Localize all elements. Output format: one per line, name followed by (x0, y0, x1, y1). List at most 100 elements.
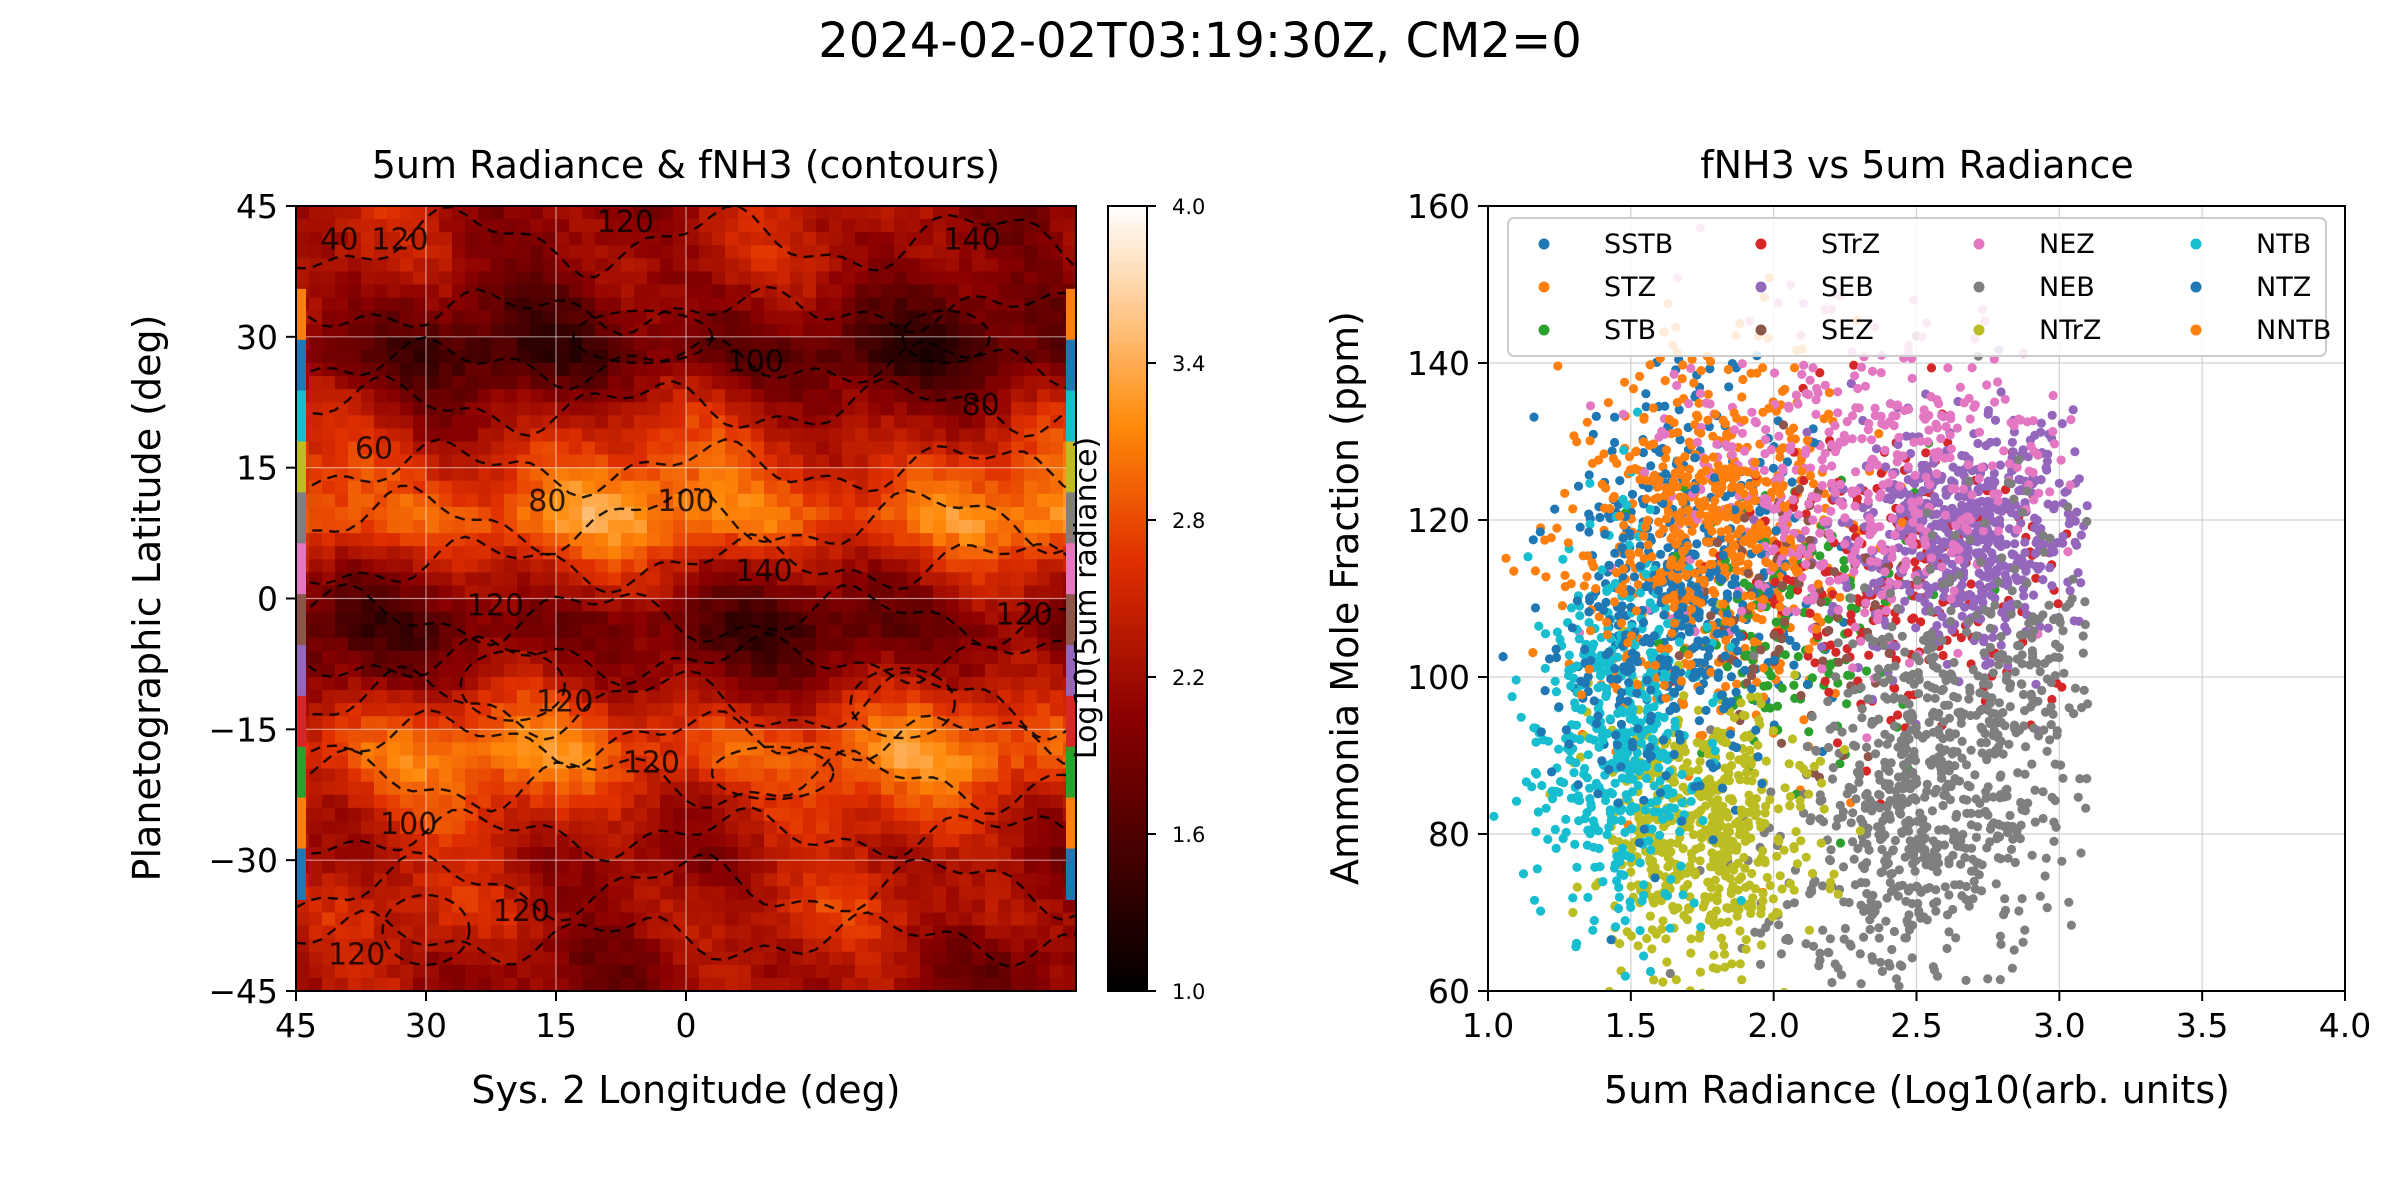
heat-cell (621, 624, 635, 639)
heat-cell (764, 310, 778, 325)
heat-cell (582, 258, 596, 273)
heat-cell (491, 232, 505, 246)
heat-cell (634, 271, 648, 286)
heat-cell (998, 938, 1012, 953)
heat-cell (855, 690, 869, 704)
heat-cell (491, 323, 505, 338)
heat-cell (673, 363, 687, 377)
heat-cell (634, 886, 648, 901)
heat-cell (946, 467, 960, 482)
heat-cell (751, 768, 765, 783)
heat-cell (400, 493, 414, 508)
heat-cell (387, 546, 401, 560)
heat-cell (842, 415, 856, 430)
heat-cell (621, 402, 635, 416)
heat-cell (452, 834, 466, 848)
heat-cell (816, 520, 830, 534)
heat-cell (712, 480, 726, 495)
heat-cell (907, 873, 921, 887)
heat-cell (946, 873, 960, 887)
heat-cell (335, 912, 349, 927)
heat-cell (855, 572, 869, 587)
heat-cell (907, 297, 921, 312)
heat-cell (400, 402, 414, 416)
heat-cell (296, 206, 310, 220)
heat-cell (673, 271, 687, 286)
heat-cell (842, 598, 856, 613)
heat-cell (322, 820, 336, 835)
heat-cell (699, 977, 713, 991)
heat-cell (374, 520, 388, 534)
heat-cell (673, 258, 687, 273)
heat-cell (322, 389, 336, 403)
heat-cell (413, 742, 427, 757)
heat-cell (816, 232, 830, 246)
contour-label: 120 (467, 589, 524, 624)
heat-cell (374, 768, 388, 783)
heat-cell (517, 493, 531, 508)
heat-cell (569, 585, 583, 600)
heat-cell (543, 899, 557, 914)
heat-cell (569, 310, 583, 325)
heat-cell (335, 677, 349, 691)
heat-cell (530, 807, 544, 822)
heat-cell (725, 755, 739, 770)
heat-cell (452, 611, 466, 626)
heat-cell (595, 520, 609, 534)
heat-cell (504, 219, 518, 233)
heat-cell (452, 768, 466, 783)
heat-cell (504, 402, 518, 416)
heat-cell (751, 951, 765, 966)
heat-cell (712, 520, 726, 534)
heat-cell (647, 480, 661, 495)
heat-cell (348, 376, 362, 390)
heat-cell (387, 807, 401, 822)
heat-cell (452, 467, 466, 482)
heat-cell (673, 951, 687, 966)
heat-cell (543, 349, 557, 364)
heat-cell (400, 755, 414, 770)
heat-cell (361, 860, 375, 874)
heat-cell (582, 925, 596, 940)
heat-cell (816, 794, 830, 809)
heat-cell (361, 663, 375, 678)
heat-cell (1011, 690, 1025, 704)
heat-cell (608, 611, 622, 626)
heat-cell (387, 206, 401, 220)
heat-cell (543, 428, 557, 443)
heat-y-tick-label: 45 (236, 187, 278, 226)
heat-cell (829, 572, 843, 587)
heat-cell (387, 873, 401, 887)
heat-cell (530, 912, 544, 927)
scatter-point (1509, 566, 1519, 576)
heat-cell (712, 559, 726, 573)
heat-cell (582, 755, 596, 770)
heat-cell (946, 951, 960, 966)
heat-cell (686, 847, 700, 861)
heat-cell (959, 899, 973, 914)
heat-cell (868, 873, 882, 887)
heat-cell (751, 677, 765, 691)
heat-cell (491, 964, 505, 979)
heat-cell (660, 834, 674, 848)
heat-cell (361, 925, 375, 940)
heat-cell (348, 729, 362, 744)
heat-cell (816, 742, 830, 757)
heat-cell (348, 794, 362, 809)
heat-cell (738, 428, 752, 443)
heat-cell (582, 977, 596, 991)
heat-cell (842, 441, 856, 456)
heat-cell (725, 677, 739, 691)
heat-cell (569, 834, 583, 848)
heat-cell (517, 964, 531, 979)
heat-cell (309, 232, 323, 246)
heat-cell (647, 703, 661, 717)
heat-cell (621, 703, 635, 717)
heat-cell (894, 611, 908, 626)
heat-cell (595, 572, 609, 587)
heat-cell (1011, 886, 1025, 901)
heat-cell (582, 637, 596, 652)
heat-cell (998, 729, 1012, 744)
heat-cell (556, 834, 570, 848)
heat-cell (972, 899, 986, 914)
